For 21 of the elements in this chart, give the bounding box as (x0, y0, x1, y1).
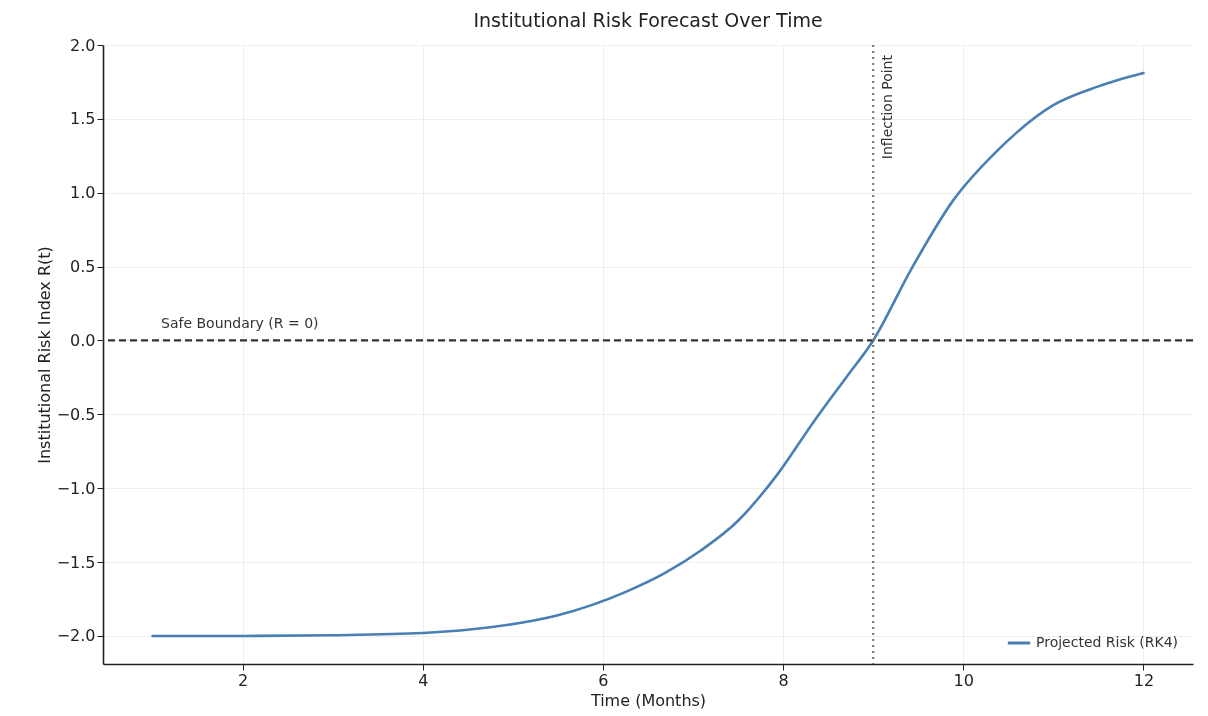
y-tick-label: 0.5 (70, 257, 96, 277)
x-tick-label: 10 (953, 670, 974, 690)
x-tick-label: 4 (418, 670, 429, 690)
y-tick-label: −2.0 (56, 626, 96, 646)
y-tick-label: 1.5 (70, 109, 96, 129)
chart-title: Institutional Risk Forecast Over Time (473, 9, 823, 31)
legend-label: Projected Risk (RK4) (1036, 634, 1179, 650)
y-tick-label: −1.0 (56, 478, 96, 498)
x-tick-label: 8 (778, 670, 789, 690)
x-tick-label: 12 (1133, 670, 1155, 690)
y-tick-label: 0.0 (70, 330, 96, 350)
y-tick-label: 2.0 (70, 35, 96, 55)
y-axis-title: Institutional Risk Index R(t) (34, 246, 54, 464)
x-tick-label: 2 (238, 670, 249, 690)
x-tick-label: 6 (598, 670, 609, 690)
x-axis-title: Time (Months) (589, 690, 707, 710)
ref-line-label: Inflection Point (879, 54, 896, 160)
y-tick-label: −0.5 (56, 404, 96, 424)
ref-line-label: Safe Boundary (R = 0) (161, 315, 319, 332)
y-tick-label: 1.0 (70, 183, 96, 203)
y-tick-label: −1.5 (56, 552, 96, 572)
